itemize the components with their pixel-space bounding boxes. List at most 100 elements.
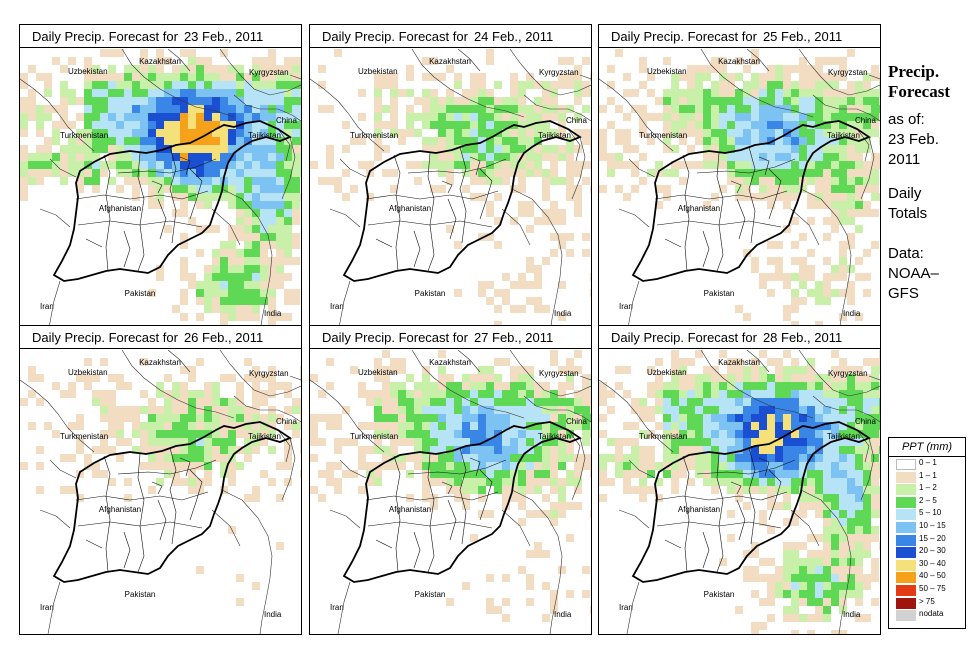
precip-cell bbox=[486, 177, 494, 185]
precip-cell bbox=[823, 137, 831, 145]
precip-cell bbox=[502, 398, 510, 406]
precip-cell bbox=[84, 374, 92, 382]
precip-cell bbox=[76, 422, 84, 430]
panel-title: Daily Precip. Forecast for 26 Feb., 2011 bbox=[20, 326, 301, 349]
precip-cell bbox=[236, 273, 244, 281]
precip-cell bbox=[550, 462, 558, 470]
precip-cell bbox=[847, 398, 855, 406]
precip-cell bbox=[815, 406, 823, 414]
precip-cell bbox=[446, 414, 454, 422]
precip-cell bbox=[44, 137, 52, 145]
precip-cell bbox=[68, 390, 76, 398]
precip-cell bbox=[727, 390, 735, 398]
country-border bbox=[628, 158, 656, 178]
precip-cell bbox=[767, 289, 775, 297]
precip-cell bbox=[358, 486, 366, 494]
precip-cell bbox=[791, 614, 799, 622]
precip-cell bbox=[799, 542, 807, 550]
precip-cell bbox=[276, 241, 284, 249]
precip-cell bbox=[607, 161, 615, 169]
precip-cell bbox=[839, 430, 847, 438]
precip-cell bbox=[260, 169, 268, 177]
precip-cell bbox=[743, 121, 751, 129]
precip-cell bbox=[847, 121, 855, 129]
precip-cell bbox=[791, 305, 799, 313]
country-border bbox=[868, 375, 880, 381]
precip-cell bbox=[486, 153, 494, 161]
precip-cell bbox=[124, 478, 132, 486]
precip-cell bbox=[366, 398, 374, 406]
precip-cell bbox=[68, 486, 76, 494]
precip-cell bbox=[430, 470, 438, 478]
precip-cell bbox=[775, 390, 783, 398]
precip-cell bbox=[510, 137, 518, 145]
legend-item: 0 – 1 bbox=[889, 457, 965, 470]
precip-cell bbox=[156, 57, 164, 65]
precip-cell bbox=[510, 486, 518, 494]
precip-cell bbox=[292, 257, 300, 265]
precip-cell bbox=[542, 422, 550, 430]
precip-cell bbox=[172, 193, 180, 201]
precip-cell bbox=[454, 382, 462, 390]
precip-cell bbox=[196, 225, 204, 233]
precip-cell bbox=[148, 193, 156, 201]
precip-cell bbox=[342, 193, 350, 201]
country-border bbox=[337, 280, 351, 333]
province-border bbox=[427, 152, 435, 272]
precip-cell bbox=[252, 289, 260, 297]
province-border bbox=[393, 455, 401, 573]
precip-cell bbox=[534, 406, 542, 414]
precip-cell bbox=[679, 177, 687, 185]
precip-cell bbox=[494, 446, 502, 454]
precip-cell bbox=[863, 574, 871, 582]
precip-cell bbox=[590, 454, 591, 462]
precip-cell bbox=[775, 414, 783, 422]
precip-cell bbox=[486, 169, 494, 177]
precip-cell bbox=[799, 406, 807, 414]
country-border bbox=[599, 379, 674, 453]
precip-cell bbox=[140, 145, 148, 153]
precip-cell bbox=[615, 470, 623, 478]
precip-cell bbox=[454, 241, 462, 249]
legend-item: 15 – 20 bbox=[889, 533, 965, 546]
precip-cell bbox=[526, 225, 534, 233]
precip-cell bbox=[831, 422, 839, 430]
precip-cell bbox=[679, 366, 687, 374]
precip-cell bbox=[582, 430, 590, 438]
precip-cell bbox=[204, 398, 212, 406]
precip-cell bbox=[284, 422, 292, 430]
province-border bbox=[730, 481, 742, 495]
precip-cell bbox=[398, 137, 406, 145]
precip-cell bbox=[36, 153, 44, 161]
country-border bbox=[221, 489, 273, 634]
precip-cell bbox=[855, 478, 863, 486]
precip-cell bbox=[454, 105, 462, 113]
precip-cell bbox=[228, 145, 236, 153]
precip-cell bbox=[751, 542, 759, 550]
precip-cell bbox=[180, 145, 188, 153]
precip-cell bbox=[20, 129, 28, 137]
precip-cell bbox=[220, 406, 228, 414]
precip-cell bbox=[815, 137, 823, 145]
precip-cell bbox=[430, 97, 438, 105]
precip-cell bbox=[855, 193, 863, 201]
precip-cell bbox=[839, 257, 847, 265]
precip-cell bbox=[743, 65, 751, 73]
precip-cell bbox=[783, 502, 791, 510]
precip-cell bbox=[236, 249, 244, 257]
precip-cell bbox=[220, 105, 228, 113]
precip-cell bbox=[647, 470, 655, 478]
precip-cell bbox=[84, 65, 92, 73]
precip-cell bbox=[196, 390, 204, 398]
precip-cell bbox=[140, 137, 148, 145]
precip-cell bbox=[687, 358, 695, 366]
legend-swatch bbox=[896, 572, 916, 584]
precip-cell bbox=[510, 438, 518, 446]
precip-cell bbox=[719, 430, 727, 438]
precip-cell bbox=[180, 390, 188, 398]
precip-cell bbox=[60, 81, 68, 89]
precip-cell bbox=[268, 97, 276, 105]
precip-cell bbox=[695, 430, 703, 438]
precip-cell bbox=[607, 454, 615, 462]
province-border bbox=[123, 230, 131, 268]
